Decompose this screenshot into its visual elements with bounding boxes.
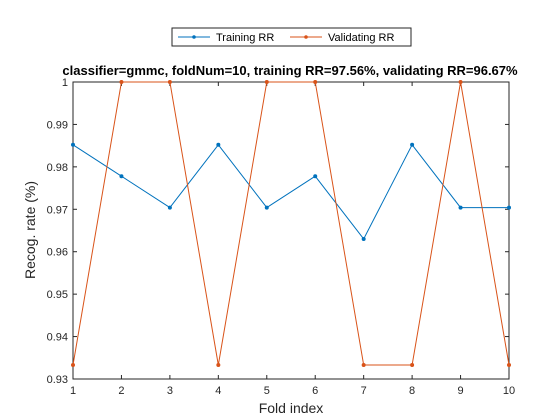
y-tick-label: 0.95 [47, 289, 68, 301]
data-point-training-rr [119, 174, 124, 179]
data-point-training-rr [458, 205, 463, 210]
data-point-validating-rr [507, 362, 511, 367]
x-axis-title: Fold index [259, 400, 324, 416]
x-tick-label: 1 [70, 385, 76, 397]
y-axis-title: Recog. rate (%) [22, 181, 38, 279]
data-point-training-rr [361, 236, 366, 241]
data-point-validating-rr [119, 80, 124, 84]
data-point-training-rr [71, 142, 75, 147]
y-axis: 0.93 0.94 0.95 0.96 0.97 0.98 0.99 1 [47, 77, 509, 386]
data-point-validating-rr [71, 362, 75, 367]
x-tick-label: 3 [167, 385, 173, 397]
series-line-validating-rr [72, 81, 510, 366]
legend-marker-training [192, 35, 196, 39]
data-point-validating-rr [410, 362, 415, 367]
data-point-training-rr [507, 205, 511, 210]
series-line-training-rr [72, 143, 509, 240]
x-tick-label: 9 [457, 385, 463, 397]
data-point-validating-rr [264, 80, 269, 84]
y-tick-label: 0.93 [47, 374, 68, 386]
x-tick-label: 8 [409, 385, 415, 397]
y-tick-label: 0.97 [47, 204, 68, 216]
data-point-training-rr [167, 205, 172, 210]
legend: Training RR Validating RR [171, 27, 412, 47]
data-point-training-rr [410, 142, 415, 147]
chart-title: classifier=gmmc, foldNum=10, training RR… [62, 63, 518, 78]
y-tick-label: 0.96 [47, 247, 68, 259]
series-layer [71, 80, 511, 367]
data-point-training-rr [313, 174, 318, 179]
y-tick-label: 0.98 [47, 162, 68, 174]
data-point-validating-rr [361, 362, 366, 367]
x-tick-label: 4 [215, 385, 221, 397]
x-tick-label: 2 [118, 385, 124, 397]
x-tick-label: 10 [503, 385, 515, 397]
legend-marker-validating [304, 35, 308, 39]
data-point-validating-rr [167, 80, 172, 84]
y-tick-label: 0.99 [47, 119, 68, 131]
plot-area [72, 81, 510, 380]
y-tick-label: 0.94 [47, 332, 68, 344]
legend-label-validating: Validating RR [328, 32, 394, 44]
data-point-validating-rr [216, 362, 221, 367]
data-point-training-rr [264, 205, 269, 210]
y-tick-label: 1 [62, 77, 68, 89]
x-tick-label: 7 [361, 385, 367, 397]
x-tick-label: 6 [312, 385, 318, 397]
legend-label-training: Training RR [216, 32, 274, 44]
data-point-training-rr [216, 142, 221, 147]
data-point-validating-rr [458, 80, 463, 84]
data-point-validating-rr [313, 80, 318, 84]
x-tick-label: 5 [264, 385, 270, 397]
